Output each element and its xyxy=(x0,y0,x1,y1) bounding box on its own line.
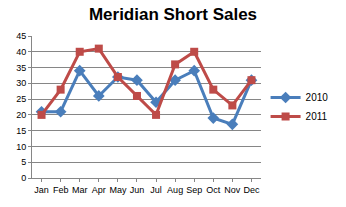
svg-text:Dec: Dec xyxy=(243,185,260,195)
svg-text:Feb: Feb xyxy=(53,185,69,195)
svg-text:May: May xyxy=(109,185,127,195)
svg-text:Apr: Apr xyxy=(92,185,106,195)
svg-text:45: 45 xyxy=(16,31,26,41)
svg-text:Jul: Jul xyxy=(150,185,162,195)
svg-text:Jan: Jan xyxy=(34,185,49,195)
svg-text:Nov: Nov xyxy=(224,185,241,195)
svg-text:Sep: Sep xyxy=(186,185,202,195)
svg-text:Mar: Mar xyxy=(72,185,88,195)
svg-text:20: 20 xyxy=(16,110,26,120)
svg-text:15: 15 xyxy=(16,126,26,136)
svg-text:25: 25 xyxy=(16,94,26,104)
svg-text:30: 30 xyxy=(16,78,26,88)
svg-text:40: 40 xyxy=(16,47,26,57)
svg-text:Oct: Oct xyxy=(206,185,221,195)
svg-text:2010: 2010 xyxy=(306,92,329,103)
svg-text:Meridian Short Sales: Meridian Short Sales xyxy=(89,5,257,24)
svg-text:Jun: Jun xyxy=(130,185,145,195)
svg-text:0: 0 xyxy=(21,173,26,183)
svg-text:2011: 2011 xyxy=(306,111,328,122)
svg-text:Aug: Aug xyxy=(167,185,183,195)
svg-text:10: 10 xyxy=(16,142,26,152)
svg-text:5: 5 xyxy=(21,157,26,167)
svg-text:35: 35 xyxy=(16,63,26,73)
